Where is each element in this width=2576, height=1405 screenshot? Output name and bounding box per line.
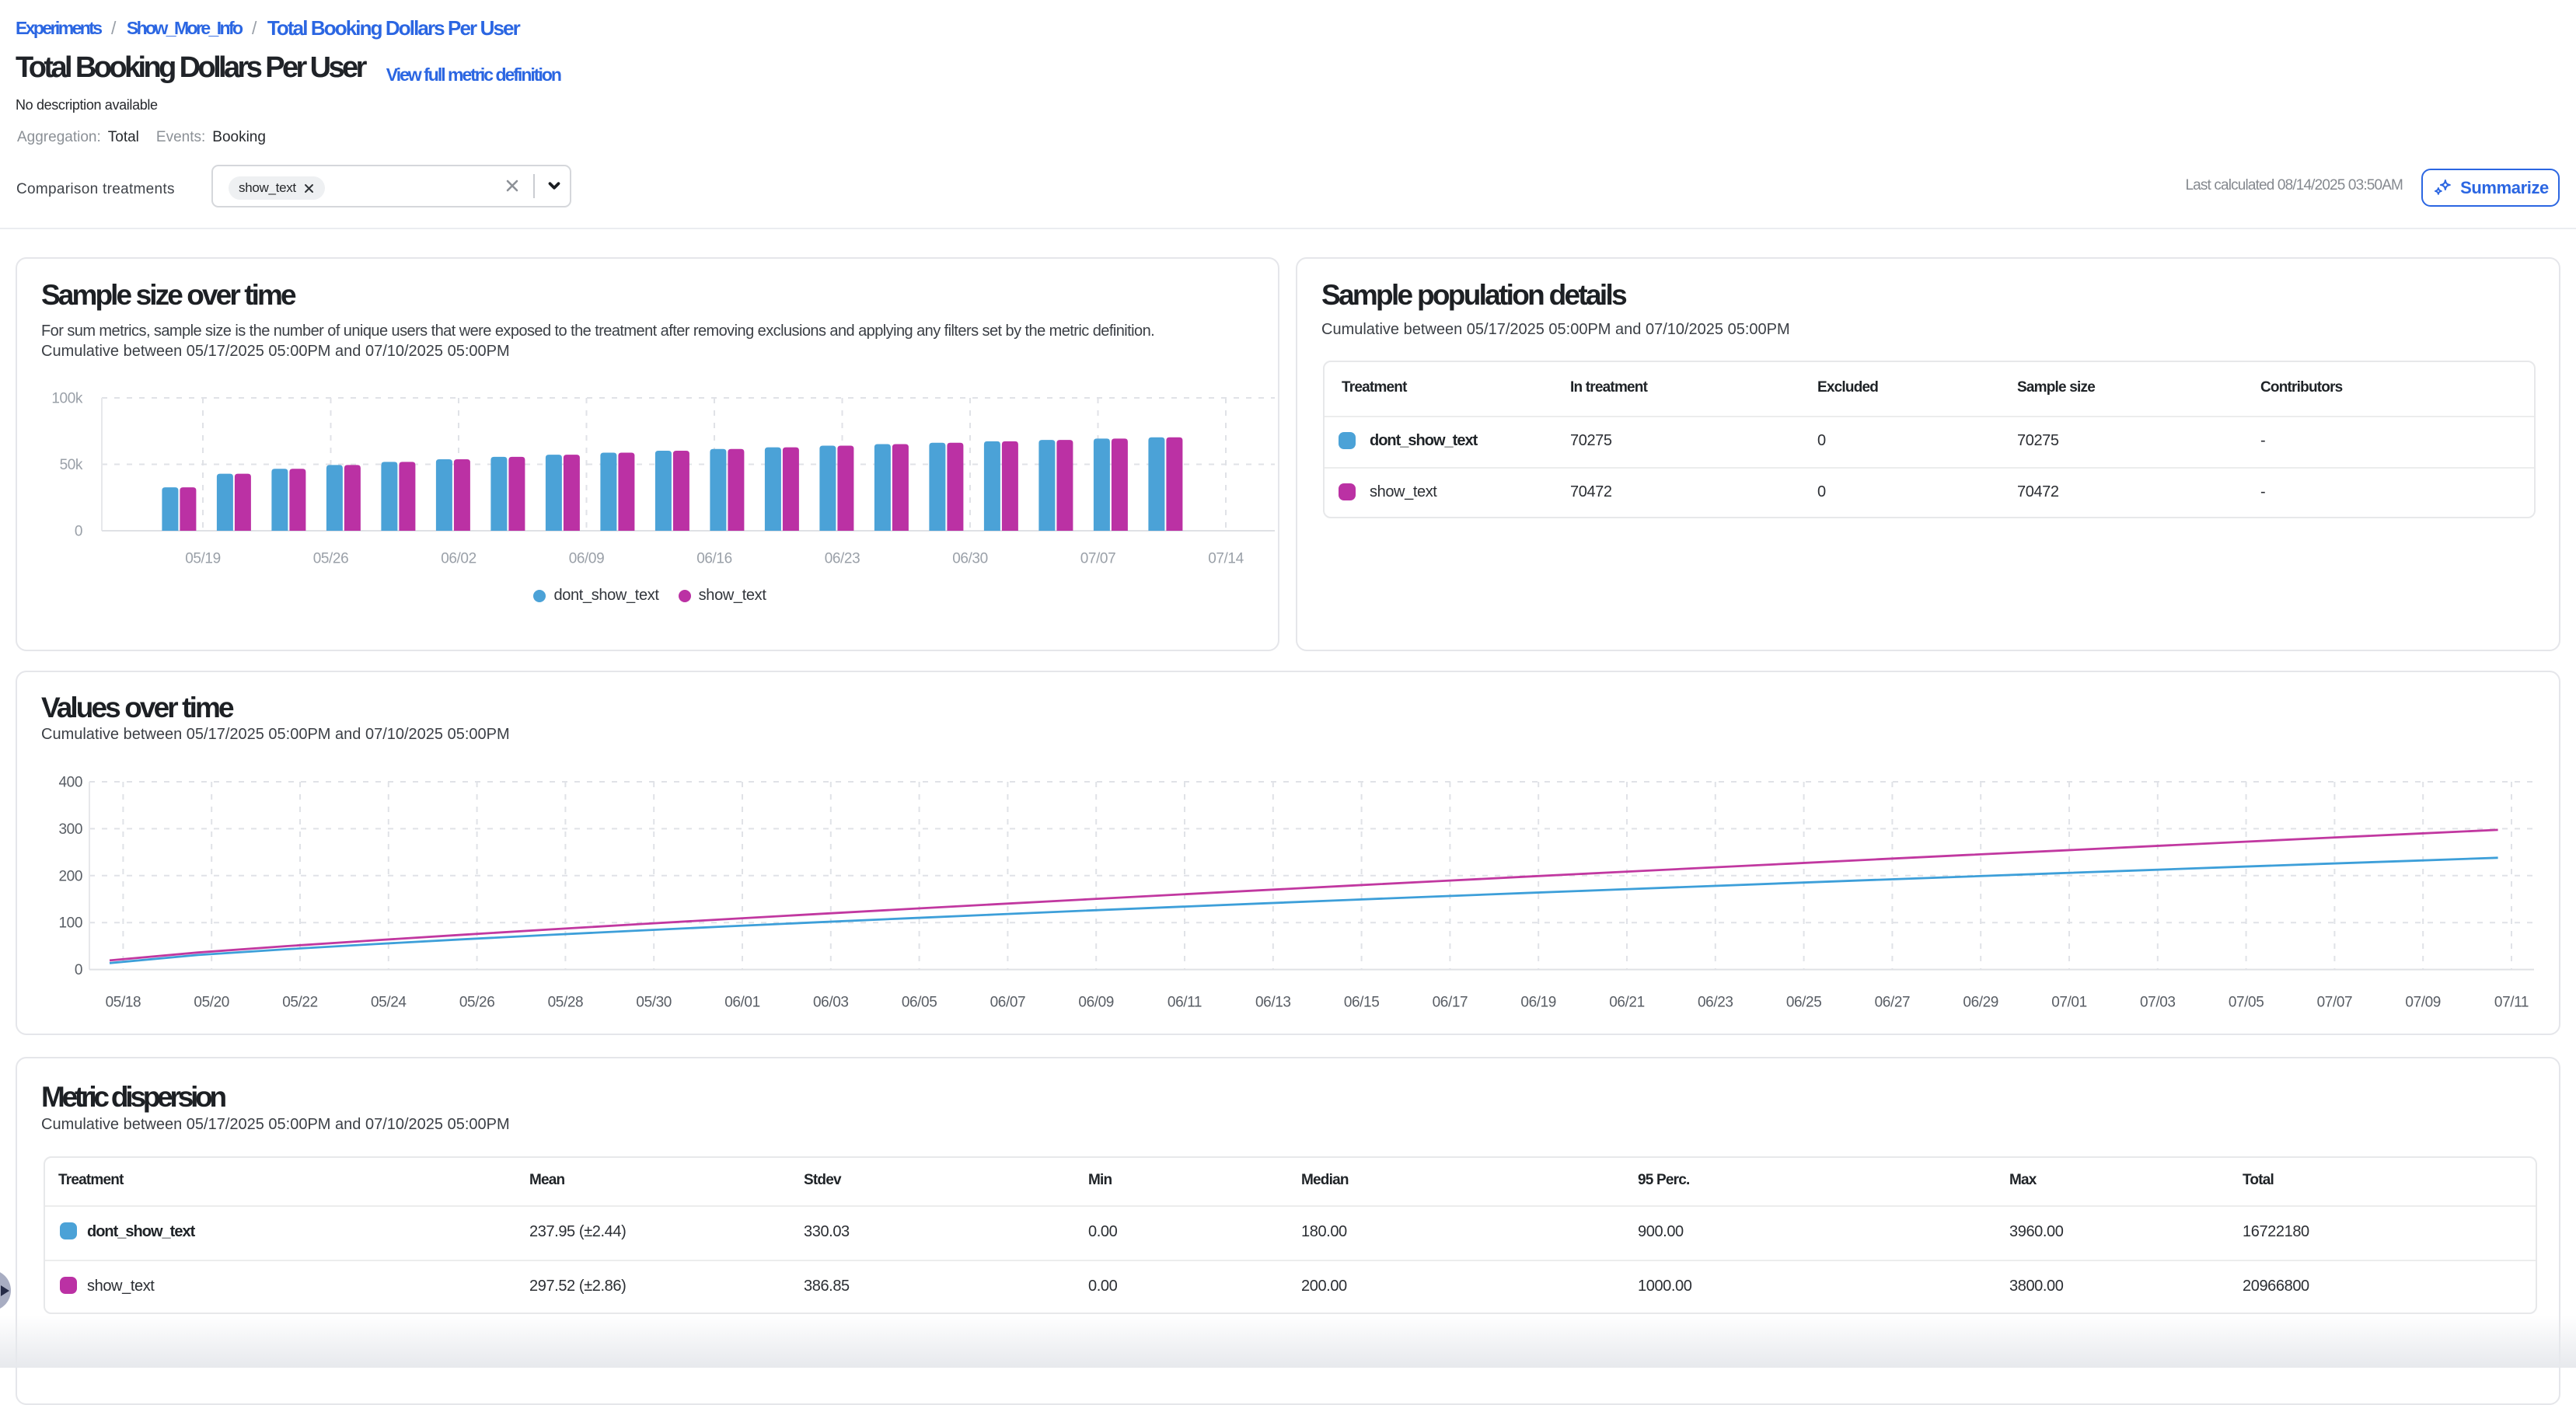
svg-text:06/02: 06/02 — [441, 551, 476, 567]
svg-text:100k: 100k — [51, 391, 83, 407]
svg-text:06/03: 06/03 — [813, 995, 849, 1011]
svg-text:06/23: 06/23 — [1698, 995, 1733, 1011]
svg-text:07/07: 07/07 — [2317, 995, 2353, 1011]
svg-text:06/16: 06/16 — [696, 551, 732, 567]
svg-text:06/05: 06/05 — [902, 995, 937, 1011]
svg-text:05/26: 05/26 — [459, 995, 495, 1011]
svg-text:06/07: 06/07 — [990, 995, 1026, 1011]
svg-text:06/09: 06/09 — [1078, 995, 1114, 1011]
svg-text:06/29: 06/29 — [1963, 995, 1998, 1011]
svg-text:100: 100 — [58, 915, 82, 932]
svg-text:07/05: 07/05 — [2229, 995, 2264, 1011]
svg-text:06/25: 06/25 — [1786, 995, 1822, 1011]
svg-text:07/09: 07/09 — [2405, 995, 2441, 1011]
svg-text:06/27: 06/27 — [1875, 995, 1911, 1011]
svg-text:06/11: 06/11 — [1168, 995, 1202, 1011]
svg-text:05/24: 05/24 — [371, 995, 407, 1011]
svg-text:300: 300 — [58, 821, 82, 838]
svg-text:0: 0 — [75, 524, 82, 540]
svg-text:05/30: 05/30 — [636, 995, 672, 1011]
svg-text:06/09: 06/09 — [569, 551, 605, 567]
svg-text:07/03: 07/03 — [2140, 995, 2176, 1011]
svg-text:06/19: 06/19 — [1520, 995, 1556, 1011]
svg-text:05/26: 05/26 — [313, 551, 349, 567]
svg-text:05/18: 05/18 — [106, 995, 141, 1011]
svg-text:06/30: 06/30 — [952, 551, 988, 567]
svg-text:05/19: 05/19 — [185, 551, 221, 567]
svg-text:07/01: 07/01 — [2051, 995, 2087, 1011]
svg-text:05/28: 05/28 — [548, 995, 584, 1011]
svg-text:06/15: 06/15 — [1344, 995, 1380, 1011]
svg-text:200: 200 — [58, 868, 82, 884]
svg-text:05/22: 05/22 — [282, 995, 318, 1011]
svg-text:05/20: 05/20 — [194, 995, 229, 1011]
svg-text:400: 400 — [58, 775, 82, 791]
svg-text:06/21: 06/21 — [1609, 995, 1645, 1011]
svg-text:06/13: 06/13 — [1255, 995, 1291, 1011]
svg-text:50k: 50k — [60, 457, 83, 473]
svg-text:06/23: 06/23 — [825, 551, 860, 567]
svg-text:0: 0 — [75, 962, 82, 978]
svg-text:06/17: 06/17 — [1433, 995, 1468, 1011]
svg-text:07/07: 07/07 — [1080, 551, 1116, 567]
svg-text:07/11: 07/11 — [2494, 995, 2529, 1011]
svg-text:07/14: 07/14 — [1208, 551, 1244, 567]
svg-text:06/01: 06/01 — [724, 995, 760, 1011]
